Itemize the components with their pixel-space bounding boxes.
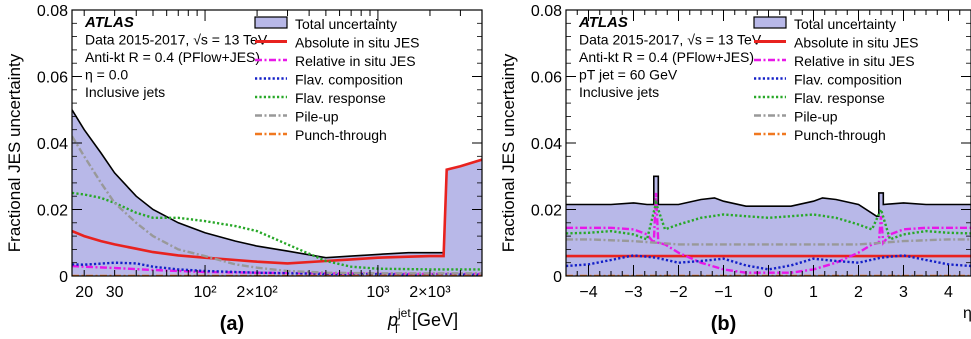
y-axis-label: Fractional JES uncertainty — [499, 53, 518, 252]
annotation-selection-line: Inclusive jets — [579, 84, 659, 100]
legend-label: Absolute in situ JES — [295, 35, 420, 51]
series-pile-up-line — [566, 238, 971, 246]
legend-label: Relative in situ JES — [794, 53, 915, 69]
chart-panel-a: 0 0.02 0.04 0.06 0.08 20 30 10² 2×10² 10³ 2×10³ Fra… — [5, 3, 483, 336]
legend-entry: Relative in situ JES — [255, 53, 416, 69]
series-flav-response-line — [72, 191, 482, 271]
legend-label: Punch-through — [794, 127, 886, 143]
legend-entry: Punch-through — [255, 127, 387, 143]
legend-entry: Pile-up — [754, 109, 838, 125]
legend-entry: Flav. response — [754, 90, 885, 106]
annotation-jet-line: Anti-kt R = 0.4 (PFlow+JES) — [579, 49, 754, 65]
legend-label: Total uncertainty — [295, 16, 397, 32]
x-tick-label: 0 — [764, 284, 773, 301]
legend-label: Pile-up — [794, 109, 838, 125]
series-total-uncertainty-fill — [566, 176, 971, 276]
series-flav-composition-line — [72, 261, 482, 276]
atlas-label: ATLAS — [578, 14, 628, 31]
annotation-bin-line: pT jet = 60 GeV — [579, 67, 678, 83]
chart-panel-b: 0 0.02 0.04 0.06 0.08 −4 −3 −2 −1 0 1 2 3 4 Fractional… — [499, 3, 971, 335]
x-tick-label: 20 — [75, 284, 93, 301]
series-pile-up-line — [72, 135, 482, 275]
panel-label: (a) — [220, 313, 244, 335]
plot-area — [72, 109, 482, 276]
x-tick-label: −3 — [624, 284, 642, 301]
annotation-jet-line: Anti-kt R = 0.4 (PFlow+JES) — [85, 49, 260, 65]
legend-label: Flav. response — [295, 90, 386, 106]
y-tick-label: 0.08 — [531, 3, 562, 20]
x-tick-label: 30 — [106, 284, 124, 301]
legend-swatch — [753, 16, 787, 29]
x-tick-label: 2×10² — [236, 284, 278, 301]
legend-entry: Total uncertainty — [254, 16, 397, 32]
x-tick-label: 10² — [193, 284, 217, 301]
legend-entry: Absolute in situ JES — [754, 35, 919, 51]
series-absolute-in-situ-jes-line — [72, 158, 482, 265]
y-tick-label: 0 — [59, 269, 68, 286]
x-tick-label: 1 — [809, 284, 818, 301]
y-tick-label: 0.08 — [37, 3, 68, 20]
legend-entry: Relative in situ JES — [754, 53, 915, 69]
legend-label: Absolute in situ JES — [794, 35, 919, 51]
legend-label: Flav. response — [794, 90, 885, 106]
series-total-uncertainty-fill — [72, 109, 482, 276]
x-tick-label: −1 — [714, 284, 732, 301]
x-tick-label: 2 — [854, 284, 863, 301]
legend-entry: Absolute in situ JES — [255, 35, 420, 51]
x-axis-label: η — [963, 305, 971, 322]
legend-entry: Flav. response — [255, 90, 386, 106]
legend-swatch — [254, 16, 288, 29]
annotation-data-line: Data 2015-2017, √s = 13 TeV — [579, 32, 762, 48]
y-tick-label: 0.02 — [531, 203, 562, 220]
y-tick-label: 0.06 — [531, 70, 562, 87]
y-tick-label: 0.02 — [37, 203, 68, 220]
y-tick-label: 0 — [553, 269, 562, 286]
series-total-uncertainty-edge — [566, 175, 971, 217]
x-axis-label: pjet T [GeV] — [387, 306, 458, 336]
legend-entry: Pile-up — [255, 109, 339, 125]
legend-label: Pile-up — [295, 109, 339, 125]
y-tick-label: 0.04 — [531, 136, 562, 153]
y-tick-label: 0.06 — [37, 70, 68, 87]
legend-entry: Flav. composition — [754, 72, 902, 88]
legend-label: Relative in situ JES — [295, 53, 416, 69]
x-tick-label: 10³ — [366, 284, 390, 301]
y-tick-label: 0.04 — [37, 136, 68, 153]
x-tick-label: −4 — [579, 284, 597, 301]
panel-label: (b) — [711, 313, 737, 335]
x-tick-label: 4 — [944, 284, 953, 301]
series-total-uncertainty-edge — [72, 109, 482, 259]
x-tick-label: −2 — [669, 284, 687, 301]
plot-area — [566, 175, 971, 276]
legend-label: Flav. composition — [295, 72, 403, 88]
legend-entry: Punch-through — [754, 127, 886, 143]
x-tick-label: 3 — [899, 284, 908, 301]
x-tick-label: 2×10³ — [409, 284, 451, 301]
legend-entry: Total uncertainty — [753, 16, 896, 32]
legend-label: Punch-through — [295, 127, 387, 143]
legend-label: Flav. composition — [794, 72, 902, 88]
legend-entry: Flav. composition — [255, 72, 403, 88]
annotation-data-line: Data 2015-2017, √s = 13 TeV — [85, 32, 268, 48]
annotation-selection-line: Inclusive jets — [85, 84, 165, 100]
legend-label: Total uncertainty — [794, 16, 896, 32]
annotation-bin-line: η = 0.0 — [85, 67, 128, 83]
atlas-label: ATLAS — [84, 14, 134, 31]
y-axis-label: Fractional JES uncertainty — [5, 53, 24, 252]
